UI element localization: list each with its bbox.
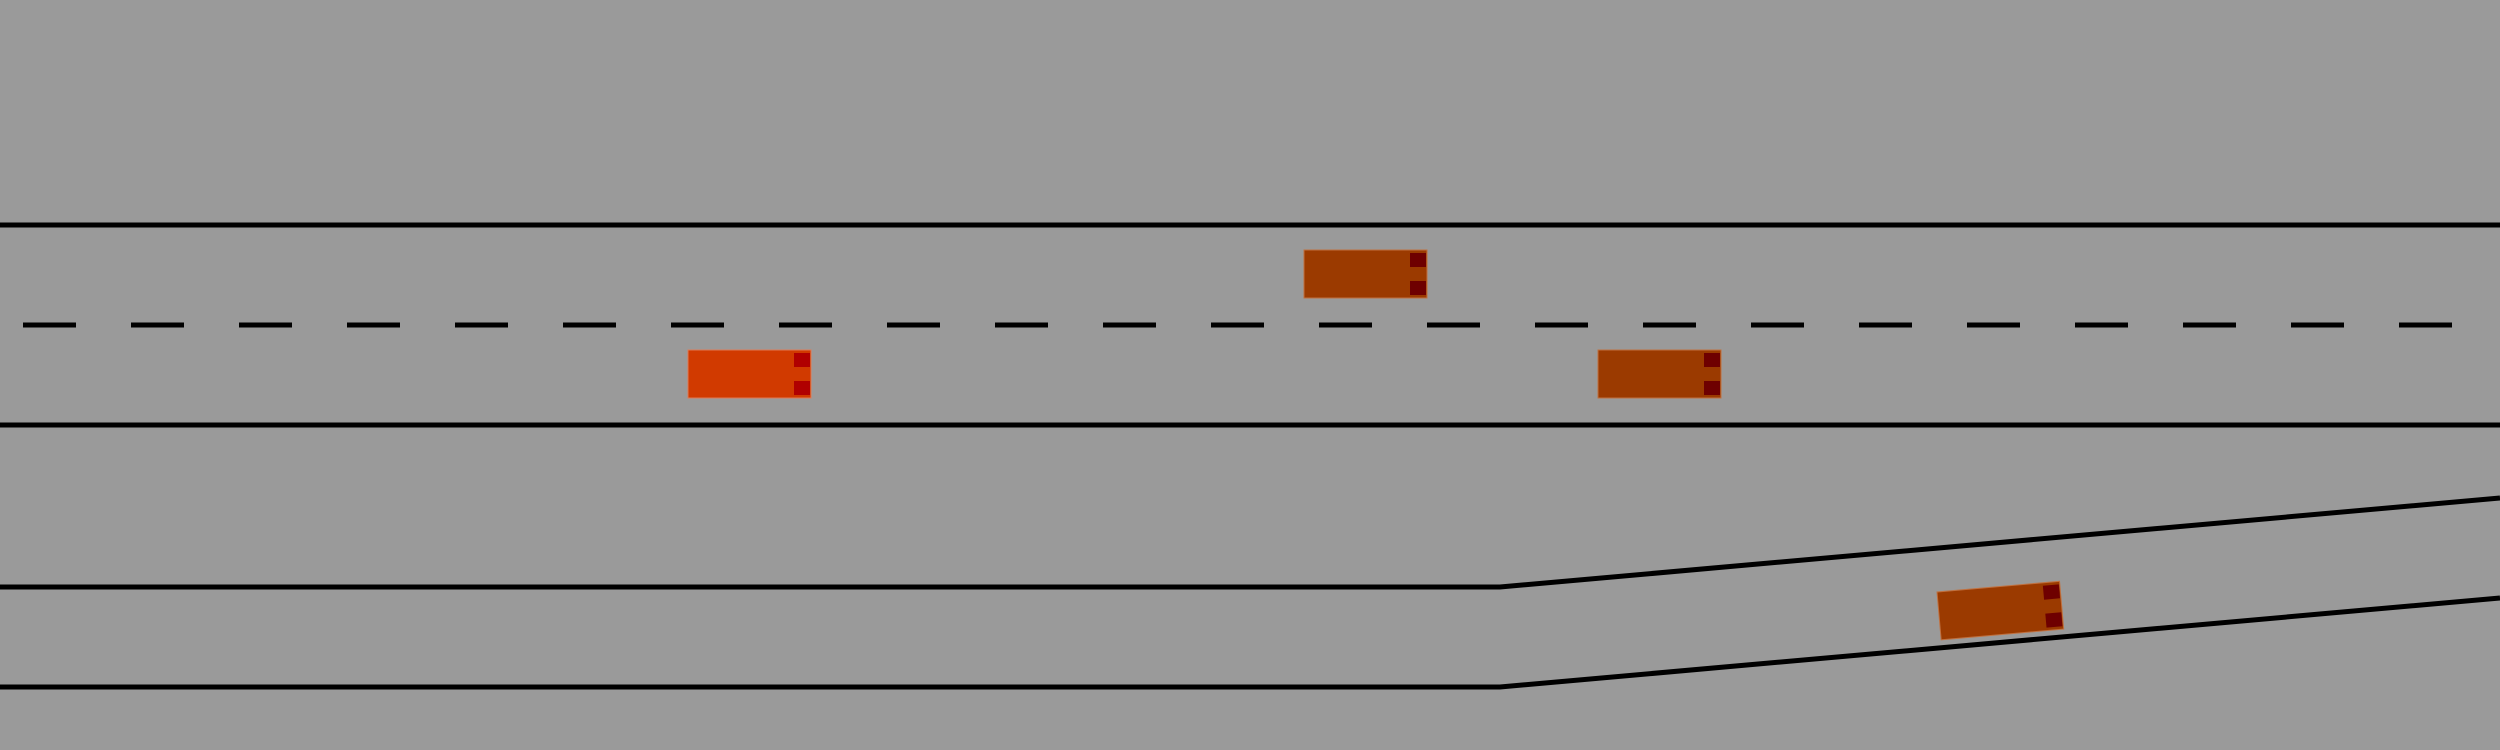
vehicle-upper-lane xyxy=(1303,249,1428,299)
vehicle-front-light-top xyxy=(794,353,810,367)
vehicle-lower-lane xyxy=(1597,349,1722,399)
ramp-road-bottom-edge xyxy=(0,595,2500,690)
vehicle-front-light-top xyxy=(1704,353,1720,367)
vehicle-body xyxy=(687,349,812,399)
vehicle-body xyxy=(1303,249,1428,299)
vehicle-body xyxy=(1597,349,1722,399)
vehicle-front-light-bottom xyxy=(794,381,810,395)
vehicle-front-light-bottom xyxy=(2045,612,2063,628)
vehicles xyxy=(687,249,2065,641)
vehicle-front-light-bottom xyxy=(1410,281,1426,295)
vehicle-ramp xyxy=(1936,580,2065,641)
main-road xyxy=(0,222,2500,428)
ramp-road-top-edge xyxy=(0,495,2500,590)
vehicle-body xyxy=(1936,580,2065,641)
ramp-road xyxy=(0,495,2500,690)
vehicle-front-light-top xyxy=(2042,584,2061,600)
ego-vehicle xyxy=(687,349,812,399)
vehicle-front-light-bottom xyxy=(1704,381,1720,395)
vehicle-front-light-top xyxy=(1410,253,1426,267)
